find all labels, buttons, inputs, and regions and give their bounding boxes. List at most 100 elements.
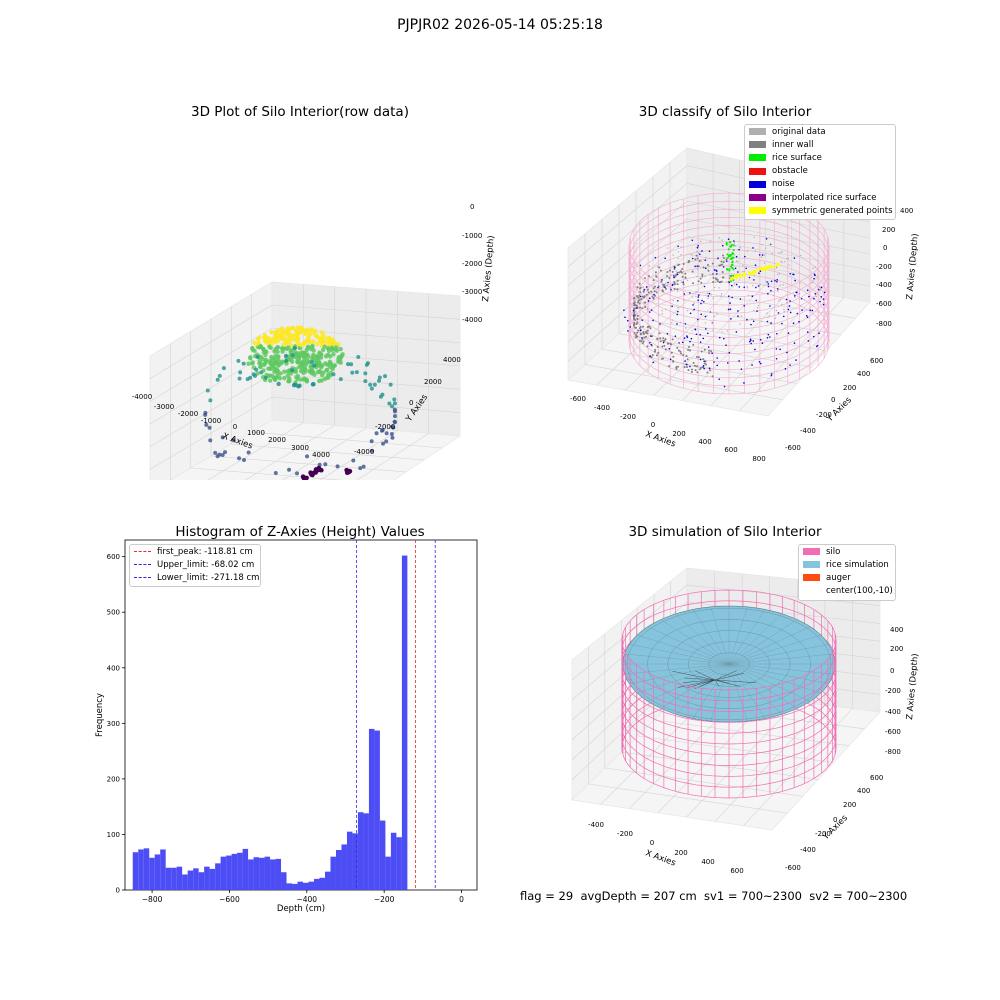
inner-wall-point bbox=[633, 301, 636, 304]
noise-point bbox=[737, 310, 739, 312]
scatter-point bbox=[269, 354, 274, 360]
noise-point bbox=[661, 279, 663, 281]
grid-line bbox=[624, 280, 740, 391]
original-data-point bbox=[665, 308, 667, 311]
noise-point bbox=[781, 322, 783, 325]
noise-point bbox=[784, 368, 787, 370]
noise-point bbox=[792, 273, 794, 276]
inner-wall-point bbox=[669, 269, 672, 272]
original-data-point bbox=[778, 273, 781, 275]
noise-point bbox=[789, 364, 791, 366]
panel4-silo-wireframe-front bbox=[621, 639, 837, 799]
original-data-point bbox=[733, 282, 736, 285]
histogram-bar bbox=[324, 871, 331, 890]
scatter-point bbox=[259, 370, 264, 375]
noise-point bbox=[820, 295, 823, 298]
original-data-point bbox=[769, 243, 772, 245]
inner-wall-point bbox=[687, 369, 690, 372]
scatter-point bbox=[384, 439, 389, 444]
noise-point bbox=[770, 374, 773, 377]
noise-point bbox=[727, 295, 730, 297]
inner-wall-point bbox=[718, 264, 721, 267]
panel4-legend-label: silo bbox=[826, 546, 841, 557]
rice-mesh-line bbox=[637, 634, 730, 665]
inner-wall-point bbox=[722, 257, 725, 260]
original-data-point bbox=[736, 260, 739, 263]
original-data-point bbox=[739, 246, 742, 249]
symmetric-point bbox=[747, 270, 751, 274]
original-data-point bbox=[753, 309, 755, 312]
scatter-point bbox=[223, 450, 228, 455]
scatter-point bbox=[318, 355, 324, 360]
scatter-point bbox=[361, 464, 366, 469]
original-data-point bbox=[756, 307, 759, 309]
inner-wall-point bbox=[663, 344, 666, 347]
original-data-point bbox=[661, 313, 664, 315]
inner-wall-point bbox=[682, 283, 685, 286]
grid-line bbox=[686, 253, 871, 287]
noise-point bbox=[726, 362, 729, 364]
scatter-point bbox=[331, 351, 336, 357]
histogram-bar bbox=[143, 848, 150, 890]
noise-point bbox=[668, 348, 671, 350]
inner-wall-point bbox=[676, 288, 679, 291]
noise-point bbox=[650, 309, 653, 311]
rice-surface-point bbox=[729, 241, 732, 244]
noise-point bbox=[678, 342, 680, 344]
histogram-bar bbox=[132, 852, 139, 890]
scatter-point bbox=[252, 373, 257, 378]
noise-point bbox=[664, 286, 666, 289]
scatter-point bbox=[237, 456, 242, 461]
inner-wall-point bbox=[678, 271, 681, 274]
original-data-point bbox=[778, 300, 780, 302]
inner-wall-point bbox=[649, 327, 652, 330]
scatter-point bbox=[280, 349, 285, 354]
original-data-point bbox=[638, 291, 640, 294]
histogram-bar bbox=[215, 863, 221, 890]
y-tick-label: 500 bbox=[107, 609, 120, 617]
panel2-legend-swatch bbox=[749, 207, 766, 215]
scatter-point bbox=[298, 329, 303, 334]
noise-point bbox=[669, 358, 672, 361]
original-data-point bbox=[709, 273, 712, 276]
panel2-x-tick: 400 bbox=[698, 438, 711, 446]
auger-line bbox=[684, 677, 716, 681]
noise-point bbox=[738, 360, 740, 362]
inner-wall-point bbox=[684, 272, 687, 275]
original-data-point bbox=[714, 280, 716, 283]
inner-wall-point bbox=[637, 329, 640, 332]
original-data-point bbox=[763, 254, 766, 256]
original-data-point bbox=[716, 313, 718, 316]
panel1-x-tick: -3000 bbox=[154, 403, 174, 411]
noise-point bbox=[767, 283, 770, 285]
original-data-point bbox=[706, 315, 708, 317]
inner-wall-point bbox=[711, 272, 714, 275]
original-data-point bbox=[779, 284, 781, 287]
panel4-y-tick: -600 bbox=[785, 864, 801, 872]
noise-point bbox=[704, 259, 707, 262]
original-data-point bbox=[697, 252, 700, 254]
noise-point bbox=[697, 299, 700, 302]
scatter-point bbox=[392, 420, 397, 425]
scatter-point bbox=[287, 467, 292, 472]
inner-wall-point bbox=[666, 270, 669, 273]
inner-wall-point bbox=[690, 368, 693, 371]
noise-point bbox=[801, 309, 803, 311]
noise-point bbox=[822, 298, 825, 300]
panel4-x-tick: 600 bbox=[730, 867, 743, 875]
inner-wall-point bbox=[646, 345, 649, 348]
scatter-point bbox=[369, 439, 374, 444]
original-data-point bbox=[709, 311, 711, 314]
noise-point bbox=[822, 303, 825, 306]
inner-wall-point bbox=[650, 290, 653, 293]
noise-point bbox=[758, 361, 761, 363]
noise-point bbox=[729, 302, 731, 304]
inner-wall-point bbox=[635, 326, 638, 329]
inner-wall-point bbox=[708, 352, 711, 355]
original-data-point bbox=[714, 286, 716, 289]
inner-wall-point bbox=[654, 271, 657, 274]
inner-wall-point bbox=[642, 332, 645, 335]
scatter-point bbox=[311, 352, 316, 358]
noise-point bbox=[699, 358, 702, 361]
inner-wall-point bbox=[660, 280, 663, 283]
